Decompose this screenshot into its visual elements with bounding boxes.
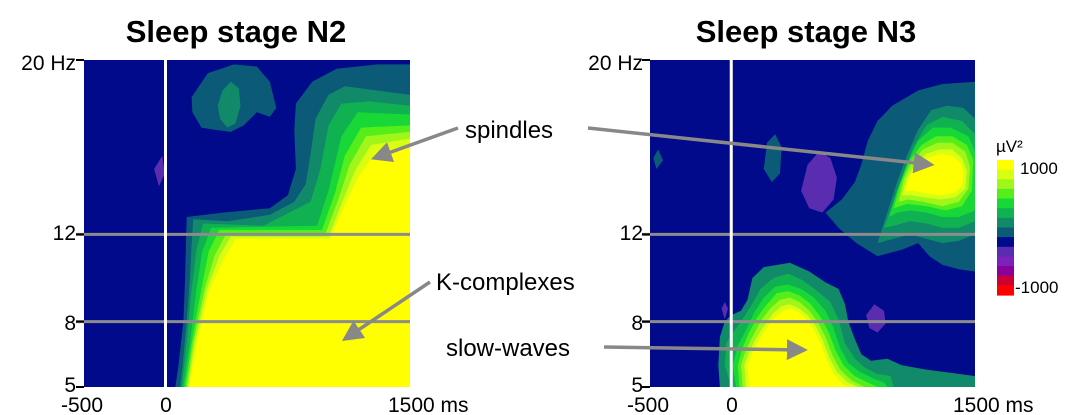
colorbar-swatch-l2: [997, 217, 1014, 229]
spindles-label: spindles: [465, 117, 553, 144]
n2-ytick-20: 20 Hz: [21, 52, 76, 75]
n2-xtick-1500: 1500 ms: [388, 394, 469, 415]
colorbar-swatch-n1: [997, 285, 1014, 296]
colorbar-swatch-n4: [997, 256, 1014, 267]
contour-region-level--1: [866, 304, 886, 333]
panel-n2-title: Sleep stage N2: [126, 14, 347, 49]
spindles-arrow-n3: [587, 126, 935, 174]
n2-ytick-8: 8: [64, 312, 76, 335]
colorbar-min-label: -1000: [1015, 278, 1058, 297]
panel-n2: Sleep stage N2 20 Hz 12 8 5 -500 0 1500 …: [21, 14, 468, 415]
n3-xtick-minus500: -500: [627, 394, 669, 415]
colorbar-swatch-l8: [997, 160, 1014, 171]
n3-ytick-12: 12: [620, 222, 643, 245]
panel-n3: Sleep stage N3 20 Hz 12 8 5 -500 0 1500 …: [588, 14, 1033, 415]
slow-waves-label: slow-waves: [446, 335, 570, 362]
n2-xtick-0: 0: [160, 394, 172, 415]
colorbar-swatch-l4: [997, 198, 1014, 209]
k-complexes-arrow: [341, 280, 431, 341]
contour-region-level--1: [721, 302, 728, 320]
annotations: spindles K-complexes slow-waves: [341, 117, 935, 362]
n3-ytick-8: 8: [631, 312, 643, 335]
n3-ytick-5: 5: [631, 374, 643, 397]
n2-xtick-minus500: -500: [61, 394, 103, 415]
colorbar-swatch-n2: [997, 275, 1014, 286]
contour-region-level--1: [154, 155, 165, 187]
n2-ytick-5: 5: [64, 374, 76, 397]
n3-xtick-0: 0: [726, 394, 738, 415]
n3-xtick-1500: 1500 ms: [953, 394, 1034, 415]
colorbar-swatch-l3: [997, 208, 1014, 219]
colorbar-unit: µV²: [996, 137, 1023, 156]
colorbar-swatch-l5: [997, 188, 1014, 200]
n3-ytick-20: 20 Hz: [588, 52, 643, 75]
contour-region-level-2: [217, 81, 241, 128]
k-complexes-label: K-complexes: [436, 269, 575, 296]
n2-ytick-12: 12: [53, 222, 76, 245]
colorbar-max-label: 1000: [1020, 159, 1058, 178]
n3-heatmap: [642, 59, 975, 388]
n2-heatmap: [76, 59, 410, 388]
spindles-arrow-n2: [370, 126, 459, 163]
colorbar-swatch-l1: [997, 227, 1014, 238]
colorbar-swatch-n5: [997, 246, 1014, 258]
panel-n3-title: Sleep stage N3: [696, 14, 917, 49]
contour-region-level-1: [653, 149, 663, 169]
colorbar-swatches: [997, 160, 1014, 296]
colorbar: µV² 1000 -1000: [996, 137, 1058, 297]
colorbar-swatch-bg: [997, 237, 1014, 248]
colorbar-swatch-l7: [997, 169, 1014, 180]
colorbar-swatch-n3: [997, 266, 1014, 277]
slow-waves-arrow: [603, 339, 808, 361]
annotation-arrows: [341, 126, 935, 361]
contour-region-level--1: [801, 151, 837, 213]
colorbar-swatch-l6: [997, 179, 1014, 190]
